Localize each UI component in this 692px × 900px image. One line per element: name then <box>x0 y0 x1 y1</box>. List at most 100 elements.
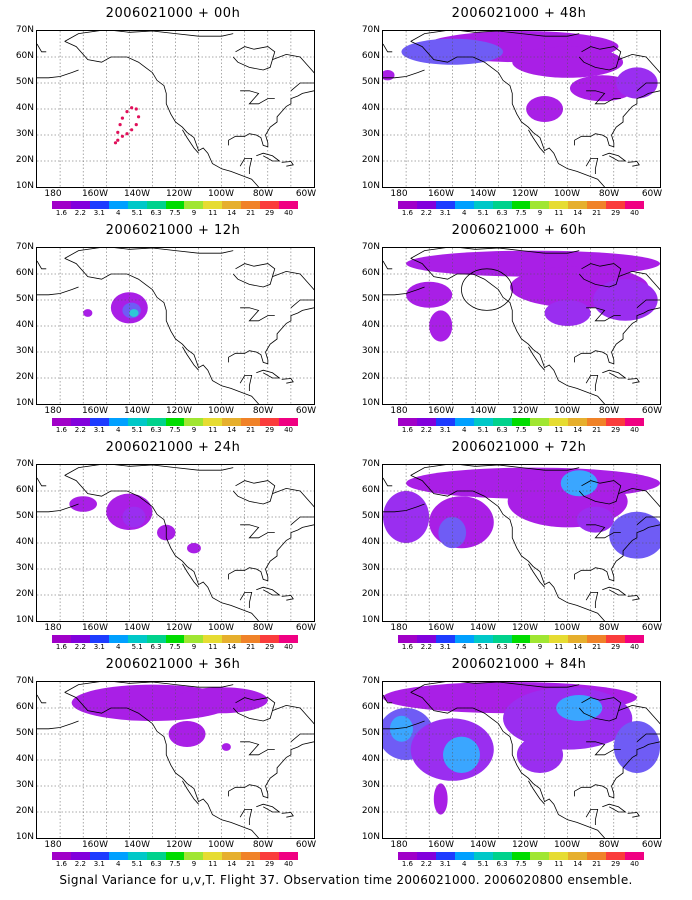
colorbar-swatch <box>108 201 128 209</box>
coastline <box>586 90 621 105</box>
forecast-panel: 2006021000 + 48h 70N 60N 50N 40N 30N 20N 10N 180… <box>346 0 692 217</box>
latitude-label: 50N <box>361 728 380 738</box>
panel-title: 2006021000 + 24h <box>105 440 241 455</box>
colorbar-label: 2.2 <box>74 860 86 868</box>
latitude-label: 70N <box>15 459 34 469</box>
coastline <box>585 375 599 391</box>
colorbar-label: 14 <box>573 426 583 434</box>
colorbar-swatch <box>398 418 417 426</box>
colorbar-swatch <box>568 635 588 643</box>
colorbar-swatch <box>222 635 242 643</box>
coastline <box>64 31 234 42</box>
colorbar-label: 3.1 <box>439 209 451 217</box>
flight-track-point <box>136 115 141 119</box>
variance-region <box>616 67 658 99</box>
variance-region <box>512 46 624 78</box>
colorbar-swatch <box>625 635 644 643</box>
colorbar-label: 4 <box>115 860 121 868</box>
forecast-panel: 2006021000 + 84h 70N 60N 50N 40N 30N 20N 10N 180… <box>346 651 692 868</box>
colorbar-label: 2.2 <box>420 426 432 434</box>
variance-region <box>83 309 93 317</box>
coastline <box>37 694 47 704</box>
colorbar-label: 21 <box>592 643 602 651</box>
variance-region <box>429 310 453 342</box>
coastline <box>410 475 605 621</box>
longitude-label: 120W <box>165 840 193 850</box>
longitude-label: 160W <box>81 406 109 416</box>
latitude-label: 20N <box>361 372 380 382</box>
colorbar-label: 11 <box>208 860 218 868</box>
colorbar-label: 3.1 <box>93 426 105 434</box>
coastline <box>239 375 253 391</box>
colorbar <box>52 852 298 860</box>
variance-contours <box>71 684 268 751</box>
colorbar-label: 5.1 <box>477 643 489 651</box>
colorbar-label: 40 <box>630 209 639 217</box>
map-frame <box>382 681 661 839</box>
coastline <box>64 465 234 476</box>
longitude-label: 180 <box>390 623 408 633</box>
coastline <box>239 809 253 825</box>
colorbar-label: 7.5 <box>515 426 527 434</box>
colorbar-swatch <box>203 418 223 426</box>
longitude-label: 120W <box>165 623 193 633</box>
coastline <box>602 152 627 162</box>
colorbar-swatch <box>146 852 166 860</box>
latitude-label: 60N <box>15 485 34 495</box>
colorbar-label: 1.6 <box>55 426 68 434</box>
latitude-label: 10N <box>361 832 380 842</box>
coastline <box>383 69 425 79</box>
coastline <box>228 741 314 799</box>
coastline <box>602 803 627 813</box>
variance-region <box>544 300 591 326</box>
variance-region <box>221 743 231 751</box>
map-plot <box>37 682 314 838</box>
longitude-label: 140W <box>123 840 151 850</box>
coastline <box>627 378 640 384</box>
latitude-label: 50N <box>15 294 34 304</box>
coastline <box>585 592 599 608</box>
map-frame <box>382 30 661 188</box>
colorbar-label: 4 <box>461 209 467 217</box>
forecast-panel: 2006021000 + 36h 70N 60N 50N 40N 30N 20N 10N 180… <box>0 651 346 868</box>
colorbar-label: 40 <box>630 426 639 434</box>
colorbar-label: 9 <box>191 643 197 651</box>
colorbar-swatch <box>260 418 280 426</box>
longitude-label: 60W <box>295 406 317 416</box>
longitude-label: 100W <box>207 840 235 850</box>
colorbar <box>52 201 298 209</box>
variance-contours <box>69 493 201 554</box>
coastline <box>410 248 580 259</box>
map-plot <box>383 465 660 621</box>
colorbar-label: 14 <box>227 209 237 217</box>
colorbar-swatch <box>473 852 493 860</box>
longitude-label: 160W <box>427 840 455 850</box>
longitude-label: 160W <box>81 623 109 633</box>
map-frame <box>36 464 315 622</box>
panel-title: 2006021000 + 72h <box>451 440 587 455</box>
variance-contours <box>383 31 658 122</box>
coastline <box>240 307 275 322</box>
colorbar-label: 3.1 <box>93 209 105 217</box>
variance-region <box>389 715 414 742</box>
colorbar-swatch <box>625 418 644 426</box>
longitude-label: 120W <box>165 406 193 416</box>
colorbar-label: 4 <box>115 209 121 217</box>
longitude-label: 120W <box>165 189 193 199</box>
colorbar-swatch <box>606 635 626 643</box>
latitude-label: 40N <box>15 320 34 330</box>
longitude-label: 140W <box>123 406 151 416</box>
colorbar-swatch <box>549 852 569 860</box>
latitude-label: 50N <box>15 511 34 521</box>
coastline <box>586 741 621 756</box>
colorbar-swatch <box>492 201 512 209</box>
colorbar-label: 2.2 <box>420 860 432 868</box>
colorbar-label: 4 <box>115 643 121 651</box>
longitude-label: 100W <box>207 189 235 199</box>
longitude-label: 80W <box>252 840 274 850</box>
coastline <box>602 586 627 596</box>
colorbar-swatch <box>473 201 493 209</box>
colorbar-label: 21 <box>592 209 602 217</box>
coastline <box>228 90 314 148</box>
coastline <box>574 741 660 799</box>
